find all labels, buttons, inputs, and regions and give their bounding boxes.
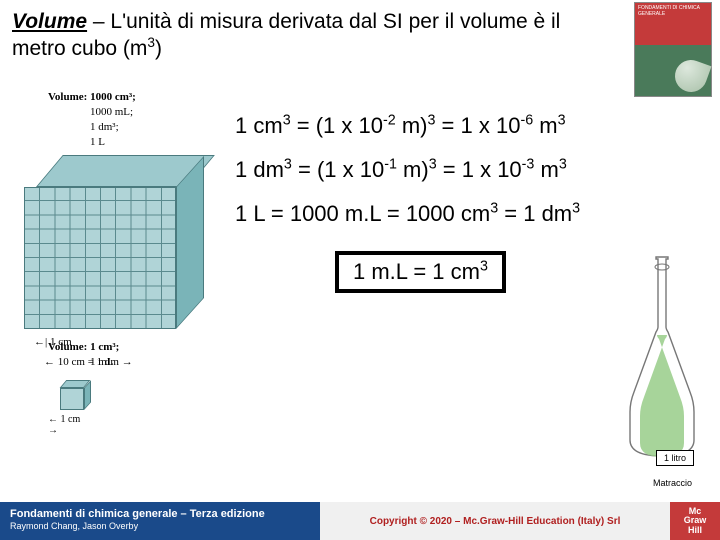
book-cover-thumbnail: FONDAMENTI DI CHIMICA GENERALE — [634, 2, 712, 97]
cube-diagram: Volume: 1000 cm³; 1000 mL; 1 dm³; 1 L ←|… — [10, 90, 225, 330]
cube-volume-labels: Volume: 1000 cm³; 1000 mL; 1 dm³; 1 L — [48, 90, 225, 149]
slide-footer: Fondamenti di chimica generale – Terza e… — [0, 502, 720, 540]
flask-capacity-label: 1 litro — [656, 450, 694, 466]
leaf-icon — [670, 55, 711, 96]
boxed-equation: 1 m.L = 1 cm3 — [335, 251, 506, 293]
cube-label-line: Volume: 1000 cm³; — [48, 90, 225, 105]
volumetric-flask-graphic — [626, 255, 698, 460]
small-cube-dim: ← 1 cm → — [48, 414, 90, 436]
definition-text: – L'unità di misura derivata dal SI per … — [12, 10, 560, 60]
title-word: Volume — [12, 10, 87, 33]
cube-label-line: 1000 mL; — [90, 105, 225, 120]
footer-authors: Raymond Chang, Jason Overby — [10, 521, 310, 533]
small-cube-graphic: ← 1 cm → — [60, 380, 90, 410]
large-cube-graphic: ←| 1 cm ← 10 cm = 1 dm → — [24, 155, 199, 330]
cube-label-line: 1 L — [90, 135, 225, 150]
footer-copyright: Copyright © 2020 – Mc.Graw-Hill Educatio… — [320, 502, 670, 540]
cube-label-line: 1 dm³; — [90, 120, 225, 135]
book-cover-title: FONDAMENTI DI CHIMICA GENERALE — [635, 3, 711, 20]
equation-3: 1 L = 1000 m.L = 1000 cm3 = 1 dm3 — [235, 203, 580, 225]
flask-name-label: Matraccio — [653, 478, 692, 488]
small-cube-labels: Volume: 1 cm³; 1 mL — [48, 340, 119, 370]
definition-end: ) — [155, 37, 162, 60]
footer-book-title: Fondamenti di chimica generale – Terza e… — [10, 507, 310, 521]
equation-1: 1 cm3 = (1 x 10-2 m)3 = 1 x 10-6 m3 — [235, 115, 580, 137]
equation-2: 1 dm3 = (1 x 10-1 m)3 = 1 x 10-3 m3 — [235, 159, 580, 181]
publisher-logo: Mc Graw Hill — [670, 502, 720, 540]
definition-sup: 3 — [147, 35, 155, 50]
slide-header: Volume – L'unità di misura derivata dal … — [0, 0, 580, 67]
footer-book-info: Fondamenti di chimica generale – Terza e… — [0, 502, 320, 540]
equations-block: 1 cm3 = (1 x 10-2 m)3 = 1 x 10-6 m3 1 dm… — [235, 115, 580, 293]
